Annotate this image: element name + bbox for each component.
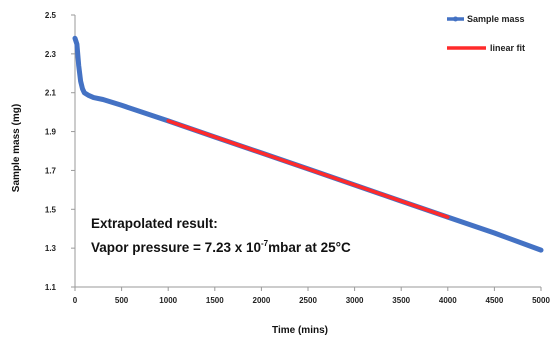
x-axis-label: Time (mins) [272,325,328,336]
y-tick-label: 1.3 [45,244,57,253]
y-tick-label: 1.1 [45,283,57,292]
y-axis-ticks: 1.1 1.3 1.5 1.7 1.9 2.1 2.3 2.5 [45,11,75,292]
x-tick-label: 4000 [439,296,457,305]
annotation-prefix: Vapor pressure = 7.23 x 10 [91,240,261,255]
x-tick-label: 1500 [206,296,224,305]
x-tick-label: 2000 [253,296,271,305]
x-tick-label: 0 [73,296,78,305]
x-tick-label: 3500 [392,296,410,305]
y-tick-label: 2.5 [45,11,57,20]
x-tick-label: 500 [115,296,129,305]
x-tick-label: 5000 [532,296,550,305]
annotation-box: Extrapolated result: Vapor pressure = 7.… [91,216,351,255]
annotation-line-1: Extrapolated result: [91,216,218,231]
y-tick-label: 1.7 [45,166,57,175]
legend-label-linear-fit: linear fit [490,43,525,53]
x-tick-label: 2500 [299,296,317,305]
legend-marker-sample-mass [453,16,458,22]
x-tick-label: 3000 [346,296,364,305]
y-tick-label: 1.9 [45,128,57,137]
series-layer [72,35,544,253]
y-tick-label: 1.5 [45,205,57,214]
y-tick-label: 2.3 [45,50,57,59]
x-tick-label: 1000 [159,296,177,305]
series-line-linear-fit [166,119,450,219]
legend: Sample mass linear fit [447,14,525,53]
x-axis-ticks: 0 500 1000 1500 2000 2500 3000 3500 4000 4500 5000 [73,287,550,305]
annotation-suffix: mbar at 25°C [268,240,351,255]
annotation-line-2: Vapor pressure = 7.23 x 10-7mbar at 25°C [91,239,351,255]
annotation-exponent: -7 [261,239,269,248]
legend-label-sample-mass: Sample mass [467,14,525,24]
y-axis-label: Sample mass (mg) [11,104,22,192]
x-tick-label: 4500 [486,296,504,305]
y-tick-label: 2.1 [45,89,57,98]
